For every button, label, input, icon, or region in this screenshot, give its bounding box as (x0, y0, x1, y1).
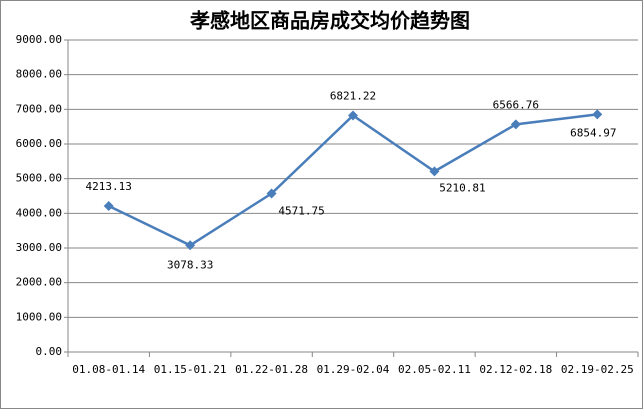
x-tick-label: 01.08-01.14 (72, 363, 145, 376)
x-tick-label: 02.12-02.18 (479, 363, 552, 376)
x-tick-label: 01.15-01.21 (154, 363, 227, 376)
x-tick-label: 02.19-02.25 (561, 363, 634, 376)
y-tick-label: 7000.00 (16, 102, 62, 115)
point-marker (266, 188, 277, 199)
point-marker (185, 240, 196, 251)
point-marker (103, 200, 114, 211)
point-marker (429, 166, 440, 177)
y-tick-label: 9000.00 (16, 33, 62, 46)
y-tick-label: 0.00 (36, 345, 63, 358)
data-label: 6566.76 (493, 98, 539, 111)
y-tick-label: 6000.00 (16, 137, 62, 150)
y-tick-label: 8000.00 (16, 68, 62, 81)
y-tick-label: 1000.00 (16, 310, 62, 323)
data-label: 4571.75 (278, 205, 324, 218)
y-tick-label: 3000.00 (16, 241, 62, 254)
point-marker (510, 119, 521, 130)
data-label: 3078.33 (167, 258, 213, 271)
data-label: 4213.13 (86, 180, 132, 193)
x-tick-label: 01.22-01.28 (235, 363, 308, 376)
data-label: 6821.22 (330, 90, 376, 103)
point-marker (348, 110, 358, 121)
point-marker (592, 109, 603, 120)
data-label: 5210.81 (439, 181, 485, 194)
data-label: 6854.97 (570, 126, 616, 139)
x-tick-label: 01.29-02.04 (317, 363, 390, 376)
y-tick-label: 4000.00 (16, 206, 62, 219)
chart-title: 孝感地区商品房成交均价趋势图 (189, 9, 470, 33)
y-tick-label: 2000.00 (16, 276, 62, 289)
y-tick-label: 5000.00 (16, 172, 62, 185)
x-tick-label: 02.05-02.11 (398, 363, 471, 376)
